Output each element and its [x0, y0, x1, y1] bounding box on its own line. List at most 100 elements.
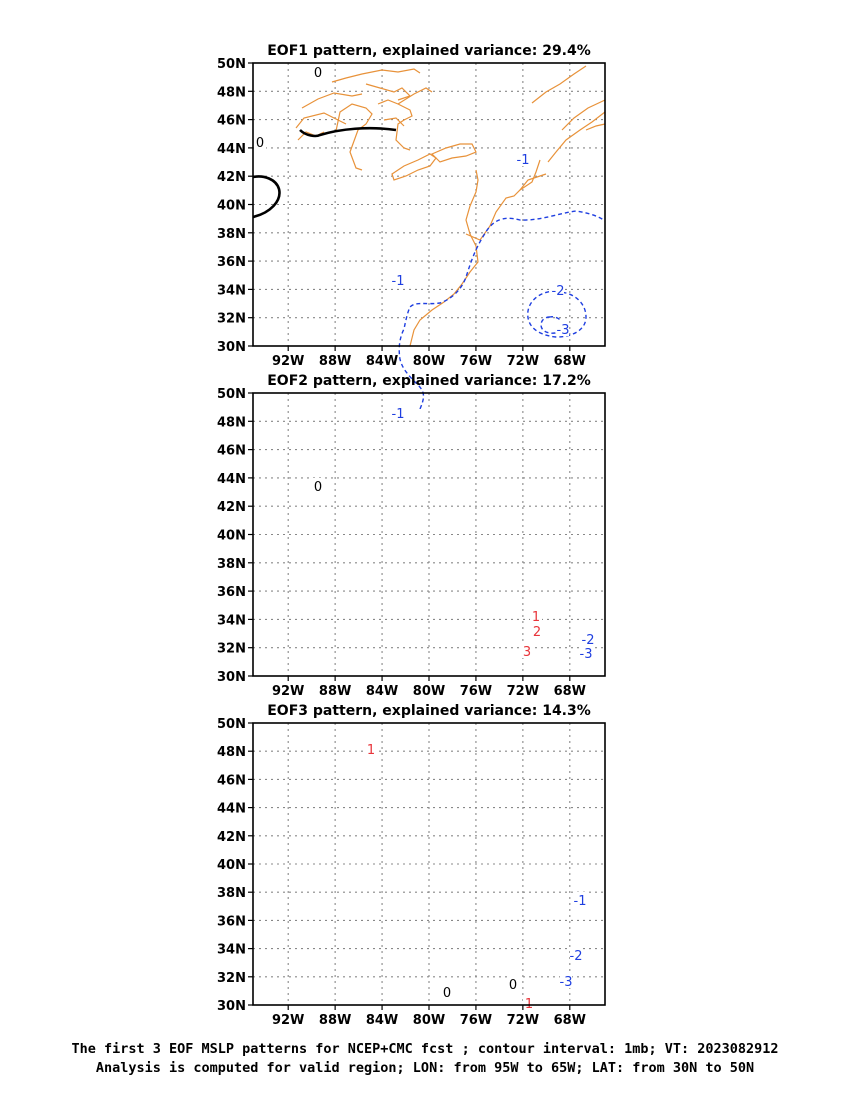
y-tick-label: 36N — [217, 585, 246, 600]
coastline — [296, 726, 605, 1006]
grid-lines — [253, 392, 605, 677]
minus-one-contour-coast — [398, 210, 605, 409]
contour-label: -1 — [574, 894, 587, 909]
contour-label-bg — [574, 892, 586, 907]
contour-label-bg — [582, 631, 594, 646]
y-tick-label: 34N — [217, 613, 246, 628]
contour-label: 0 — [314, 480, 322, 495]
x-tick-label: 68W — [554, 354, 586, 369]
panel-title: EOF2 pattern, explained variance: 17.2% — [267, 373, 591, 389]
contour-label: -3 — [560, 975, 573, 990]
contour-label-bg — [530, 608, 542, 623]
coastline-segment — [391, 153, 437, 181]
x-tick-label: 80W — [413, 1013, 445, 1028]
caption-line-1: The first 3 EOF MSLP patterns for NCEP+C… — [71, 1041, 779, 1057]
coastline-segment — [331, 68, 421, 83]
zero-contour-center — [253, 456, 554, 676]
y-tick-label: 34N — [217, 283, 246, 298]
minus-one-contour-north — [288, 393, 438, 413]
contour-label: 2 — [533, 625, 541, 640]
zero-contour-north — [299, 126, 397, 138]
contour-label-bg — [570, 947, 582, 962]
contour-label-bg — [441, 984, 453, 999]
y-tick-label: 50N — [217, 717, 246, 732]
grid-lines — [253, 722, 605, 1006]
coastline-segment — [378, 430, 412, 480]
minus-two-contour — [527, 290, 587, 338]
coastline-segment — [298, 462, 324, 470]
y-tick-label: 32N — [217, 971, 246, 986]
caption-line-2: Analysis is computed for valid region; L… — [95, 1060, 755, 1076]
x-tick-label: 68W — [554, 1013, 586, 1028]
coastline-segment — [532, 726, 586, 763]
coastline-segment — [296, 773, 346, 788]
contour-label: -1 — [517, 153, 530, 168]
y-tick-label: 32N — [217, 312, 246, 327]
y-tick-label: 46N — [217, 114, 246, 129]
coastline-segment — [397, 87, 433, 105]
coastline-segment — [466, 490, 540, 570]
coastline-segment — [365, 83, 412, 101]
coastline-segment — [378, 760, 412, 810]
y-tick-label: 36N — [217, 914, 246, 929]
y-tick-label: 50N — [217, 387, 246, 402]
coastline-segment — [585, 123, 605, 131]
coastline-segment — [586, 454, 605, 460]
contours — [253, 126, 605, 409]
coastline — [296, 396, 605, 676]
minus-one-contour-east — [556, 609, 605, 676]
x-tick-label: 80W — [413, 354, 445, 369]
coastline-segment — [430, 143, 477, 163]
contour-label-bg — [523, 995, 535, 1010]
y-tick-label: 38N — [217, 227, 246, 242]
panel-title: EOF3 pattern, explained variance: 14.3% — [267, 703, 591, 719]
y-tick-label: 42N — [217, 500, 246, 515]
x-tick-label: 84W — [366, 354, 398, 369]
x-tick-label: 92W — [272, 684, 304, 699]
y-tick-label: 30N — [217, 340, 246, 355]
coastline-segment — [296, 443, 346, 458]
x-tick-label: 76W — [460, 1013, 492, 1028]
coastline-segment — [409, 169, 479, 346]
y-tick-label: 30N — [217, 670, 246, 685]
contour-label: 0 — [443, 986, 451, 1001]
x-tick-label: 72W — [507, 1013, 539, 1028]
contour-label: -1 — [392, 274, 405, 289]
coastline-segment — [377, 99, 413, 151]
y-tick-label: 48N — [217, 745, 246, 760]
contour-label: 3 — [523, 645, 531, 660]
x-tick-label: 76W — [460, 354, 492, 369]
coastline-segment — [432, 804, 476, 822]
minus-one-contour-edge — [590, 993, 605, 1006]
y-tick-label: 46N — [217, 773, 246, 788]
y-tick-label: 48N — [217, 85, 246, 100]
y-tick-label: 40N — [217, 858, 246, 873]
y-tick-label: 32N — [217, 642, 246, 657]
zero-contour-small — [572, 829, 591, 846]
coastline-segment — [562, 430, 605, 460]
y-tick-label: 40N — [217, 199, 246, 214]
coastline-segment — [466, 820, 540, 900]
y-tick-label: 50N — [217, 57, 246, 72]
panel-title: EOF1 pattern, explained variance: 29.4% — [267, 43, 591, 59]
contour-label-bg — [392, 272, 404, 287]
contour-label: -2 — [570, 949, 583, 964]
plus-one-contour-north — [284, 723, 484, 791]
contour-label: -2 — [582, 633, 595, 648]
x-tick-label: 68W — [554, 684, 586, 699]
coastline-segment — [432, 474, 476, 492]
contour-label-bg — [365, 741, 377, 756]
coastline-segment — [586, 784, 605, 790]
coastline-segment — [519, 173, 547, 191]
contour-label: 0 — [509, 978, 517, 993]
coastline-segment — [336, 764, 372, 830]
x-tick-label: 72W — [507, 684, 539, 699]
coastline-segment — [398, 748, 432, 764]
coastline-segment — [561, 99, 605, 131]
x-tick-label: 92W — [272, 1013, 304, 1028]
contour-label-bg — [517, 151, 529, 166]
y-tick-label: 36N — [217, 255, 246, 270]
coastline — [295, 65, 605, 346]
coastline-segment — [295, 112, 347, 129]
